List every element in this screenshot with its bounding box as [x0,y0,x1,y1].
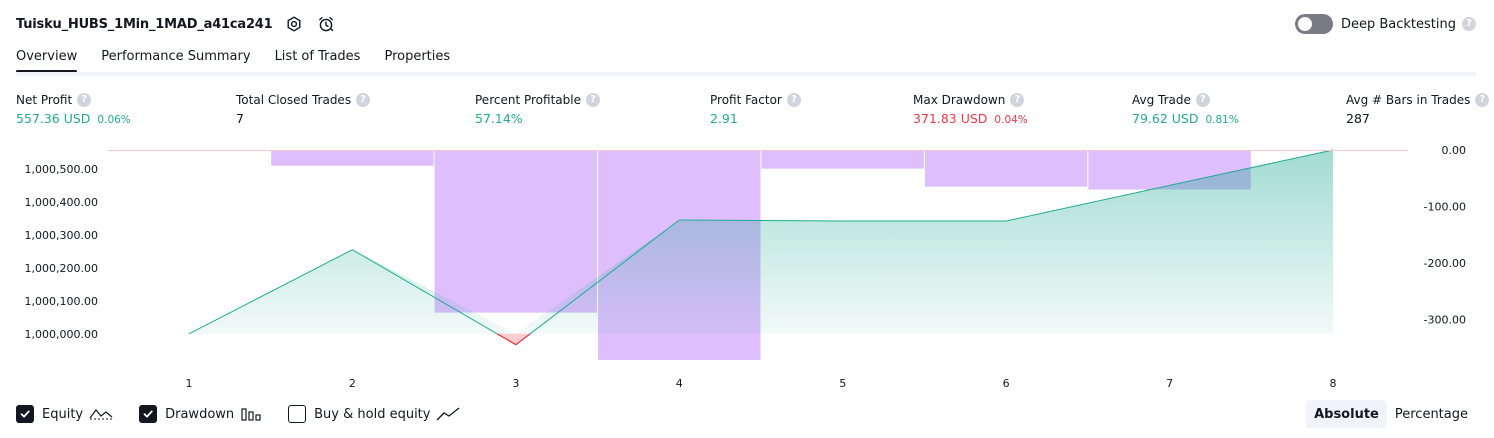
x-axis-tick-label: 7 [1166,377,1173,390]
equity-below-start-line [496,333,517,346]
metric-label: Net Profit [16,93,73,107]
x-axis-tick-label: 6 [1003,377,1010,390]
display-mode-switch: Absolute Percentage [1306,400,1476,428]
drawdown-checkbox[interactable] [139,405,158,423]
drawdown-bar[interactable] [434,150,597,313]
mode-percentage[interactable]: Percentage [1394,406,1468,422]
drawdown-bar[interactable] [271,150,434,166]
help-icon[interactable]: ? [1475,93,1490,107]
help-icon[interactable]: ? [356,93,371,107]
metric-percent-profitable: Percent Profitable? 57.14% [475,93,600,126]
help-icon[interactable]: ? [1010,93,1025,107]
bar-chart-icon [240,406,262,422]
chart-legend: Equity Drawdown Buy & hold equity [16,403,486,425]
mode-absolute[interactable]: Absolute [1306,400,1387,428]
metric-label: Percent Profitable [475,93,581,107]
equity-below-start-area [497,333,531,345]
trend-line-icon [436,406,460,422]
equity-line-segment [188,249,353,335]
deep-backtesting: Deep Backtesting ? [1294,12,1476,36]
metric-label: Profit Factor [710,93,782,107]
toggle-knob [1297,17,1312,31]
buy-hold-label: Buy & hold equity [314,406,431,422]
metric-label: Avg # Bars in Trades [1346,93,1471,107]
right-axis-tick-label: 0.00 [1442,144,1467,157]
tab-divider [16,72,1476,76]
metric-avg-bars: Avg # Bars in Trades? 287 [1346,93,1490,126]
equity-checkbox[interactable] [16,405,34,423]
legend-buy-hold[interactable]: Buy & hold equity [288,405,460,423]
drawdown-bar[interactable] [761,150,924,169]
equity-area [189,150,1333,334]
equity-below-start-line [515,333,531,346]
tab-bar: Overview Performance Summary List of Tra… [16,44,474,74]
metric-total-closed-trades: Total Closed Trades? 7 [236,93,371,126]
total-closed-trades-value: 7 [236,111,244,126]
avg-trade-pct: 0.81% [1205,114,1239,126]
right-axis-tick-label: -200.00 [1424,257,1466,270]
x-axis-tick-label: 3 [512,377,519,390]
equity-line-segment [352,249,517,346]
equity-line-segment [1169,149,1334,186]
avg-trade-value: 79.62 USD [1132,111,1199,126]
gear-icon[interactable] [283,13,305,35]
strategy-header: Tuisku_HUBS_1Min_1MAD_a41ca241 [16,12,337,36]
legend-drawdown[interactable]: Drawdown [139,405,262,423]
equity-drawdown-chart[interactable]: 1,000,500.00 1,000,400.00 1,000,300.00 1,00… [0,140,1494,395]
metric-net-profit: Net Profit? 557.36 USD 0.06% [16,93,131,126]
equity-line-icon [89,406,113,422]
strategy-name: Tuisku_HUBS_1Min_1MAD_a41ca241 [16,16,273,32]
metric-label: Avg Trade [1132,93,1191,107]
max-drawdown-pct: 0.04% [994,114,1028,126]
drawdown-bar[interactable] [924,150,1088,187]
net-profit-value: 557.36 USD [16,111,91,126]
left-axis-tick-label: 1,000,000.00 [25,328,98,341]
percent-profitable-value: 57.14% [475,111,523,126]
help-icon[interactable]: ? [1462,17,1476,31]
left-axis-tick-label: 1,000,100.00 [25,295,98,308]
legend-equity[interactable]: Equity [16,405,113,423]
left-axis-tick-label: 1,000,500.00 [25,163,98,176]
profit-factor-value: 2.91 [710,111,738,126]
right-axis-tick-label: -300.00 [1424,313,1466,326]
max-drawdown-value: 371.83 USD [913,111,988,126]
x-axis-tick-label: 4 [676,377,683,390]
equity-line-segment [515,219,680,346]
metric-avg-trade: Avg Trade? 79.62 USD 0.81% [1132,93,1239,126]
alarm-clock-icon[interactable] [315,13,337,35]
metric-label: Total Closed Trades [236,93,352,107]
help-icon[interactable]: ? [786,93,801,107]
left-axis-tick-label: 1,000,200.00 [25,262,98,275]
equity-line-segment [679,219,843,222]
avg-bars-value: 287 [1346,111,1370,126]
metric-profit-factor: Profit Factor? 2.91 [710,93,801,126]
tab-list-of-trades[interactable]: List of Trades [274,49,361,64]
x-axis-tick-label: 1 [186,377,193,390]
equity-line-segment [1005,184,1170,222]
metric-label: Max Drawdown [913,93,1006,107]
deep-backtesting-toggle[interactable] [1294,14,1333,34]
buy-hold-checkbox[interactable] [288,405,307,423]
left-axis-tick-label: 1,000,300.00 [25,229,98,242]
deep-backtesting-label: Deep Backtesting [1340,16,1456,32]
help-icon[interactable]: ? [77,93,92,107]
drawdown-label: Drawdown [165,406,235,422]
right-axis-tick-label: -100.00 [1424,201,1466,214]
x-axis-tick-label: 2 [349,377,356,390]
metrics-row: Net Profit? 557.36 USD 0.06% Total Closed… [0,93,1494,133]
metric-max-drawdown: Max Drawdown? 371.83 USD 0.04% [913,93,1028,126]
tab-performance-summary[interactable]: Performance Summary [101,49,251,64]
help-icon[interactable]: ? [1195,93,1210,107]
equity-label: Equity [42,406,84,422]
x-axis-tick-label: 5 [839,377,846,390]
x-axis-tick-label: 8 [1330,377,1337,390]
tab-overview[interactable]: Overview [16,44,78,74]
help-icon[interactable]: ? [585,93,600,107]
net-profit-pct: 0.06% [97,114,131,126]
left-axis-tick-label: 1,000,400.00 [25,196,98,209]
tab-properties[interactable]: Properties [384,49,451,64]
